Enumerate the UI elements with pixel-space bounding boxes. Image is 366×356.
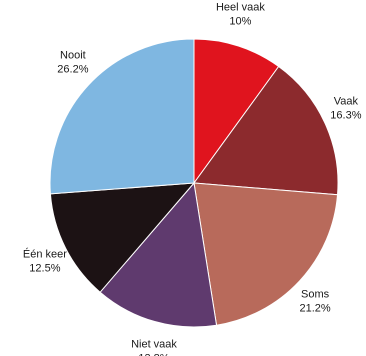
pie-label-name-0: Heel vaak	[216, 2, 265, 14]
pie-slice-0	[193, 38, 280, 185]
pie-label-value-1: 16.3%	[330, 110, 361, 122]
pie-label-value-3: 13.8%	[138, 352, 169, 356]
pie-slice-4	[49, 182, 196, 293]
pie-label-value-5: 26.2%	[57, 63, 88, 75]
pie-label-name-3: Niet vaak	[131, 338, 177, 350]
pie-label-2: Soms 21.2%	[299, 289, 330, 315]
pie-slice-1	[193, 65, 339, 196]
pie-label-5: Nooit 26.2%	[57, 49, 88, 75]
pie-label-0: Heel vaak 10%	[216, 2, 265, 28]
pie-label-name-5: Nooit	[60, 49, 86, 61]
pie-slice-2	[193, 182, 339, 326]
pie-label-name-1: Vaak	[334, 96, 359, 108]
pie-label-name-4: Één keer	[23, 247, 67, 260]
pie-label-value-0: 10%	[229, 16, 251, 28]
pie-label-4: Één keer 12.5%	[23, 247, 67, 274]
pie-slice-3	[99, 181, 218, 328]
pie-label-3: Niet vaak 13.8%	[131, 338, 177, 356]
pie-label-value-4: 12.5%	[29, 262, 60, 274]
pie-label-name-2: Soms	[301, 289, 330, 301]
pie-label-1: Vaak 16.3%	[330, 96, 361, 122]
pie-label-value-2: 21.2%	[299, 303, 330, 315]
pie-slice-5	[49, 38, 195, 195]
